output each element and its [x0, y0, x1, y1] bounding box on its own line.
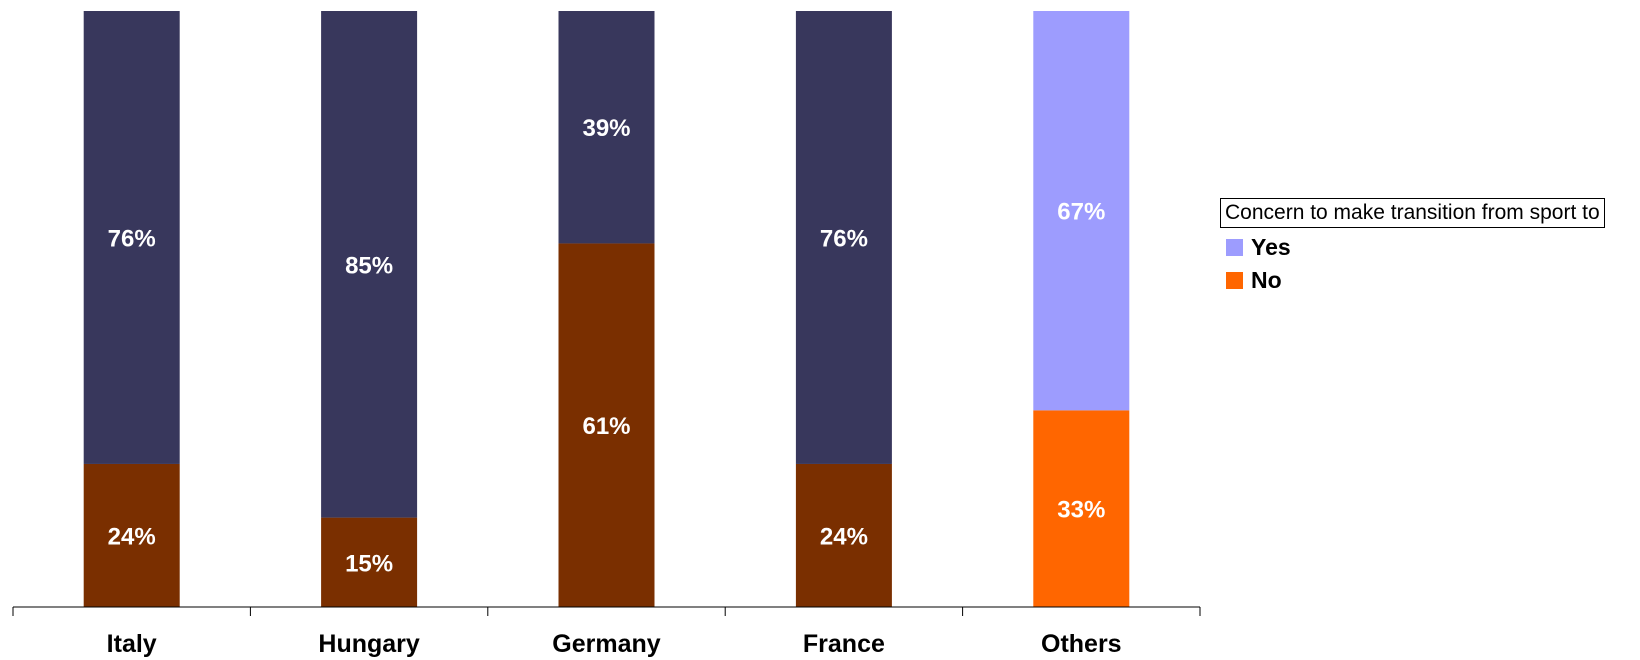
legend-label-yes: Yes [1251, 234, 1291, 260]
bar-no-germany [558, 243, 655, 607]
data-label-no-italy: 24% [108, 523, 156, 550]
data-label-no-hungary: 15% [345, 550, 393, 577]
data-label-yes-others: 67% [1057, 199, 1105, 226]
x-tick-label-france: France [803, 630, 885, 658]
legend-item-yes: Yes [1226, 234, 1605, 261]
legend-swatch-no [1226, 272, 1243, 289]
bar-yes-germany [558, 11, 655, 244]
bar-no-hungary [321, 517, 418, 607]
legend: Concern to make transition from sport to… [1220, 198, 1605, 294]
data-label-yes-france: 76% [820, 225, 868, 252]
data-label-yes-germany: 39% [582, 115, 630, 142]
legend-title: Concern to make transition from sport to [1220, 198, 1605, 228]
data-label-no-france: 24% [820, 523, 868, 550]
bars-layer [83, 11, 1130, 607]
bar-yes-hungary [321, 11, 418, 518]
data-label-no-others: 33% [1057, 497, 1105, 524]
x-axis: Italy Hungary Germany France Others [12, 606, 1201, 658]
bar-yes-italy [83, 11, 180, 464]
data-label-no-germany: 61% [582, 413, 630, 440]
legend-label-no: No [1251, 267, 1282, 293]
bar-no-france [795, 463, 892, 607]
bar-yes-others [1033, 11, 1130, 411]
x-tick-label-germany: Germany [552, 630, 660, 658]
bar-yes-france [795, 11, 892, 464]
legend-item-no: No [1226, 267, 1605, 294]
bar-no-italy [83, 463, 180, 607]
data-label-yes-italy: 76% [108, 225, 156, 252]
bar-no-others [1033, 410, 1130, 607]
data-label-yes-hungary: 85% [345, 252, 393, 279]
legend-swatch-yes [1226, 239, 1243, 256]
x-tick-label-italy: Italy [107, 630, 157, 658]
data-labels-layer: 24% 76% 15% 85% 61% 39% 24% 76% 33% 67% [108, 115, 1106, 577]
x-tick-label-others: Others [1041, 630, 1122, 658]
x-tick-label-hungary: Hungary [318, 630, 420, 658]
